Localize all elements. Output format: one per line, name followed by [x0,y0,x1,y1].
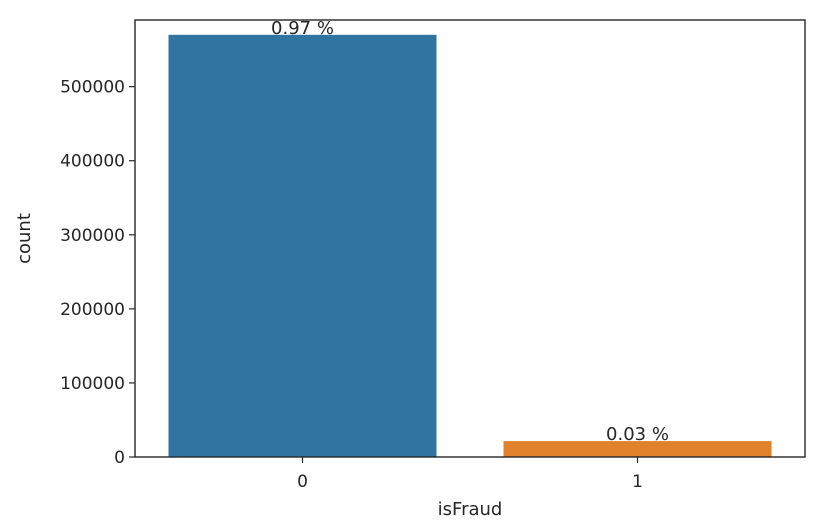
y-tick-label-5: 500000 [60,78,125,98]
bars-layer [168,34,772,457]
data-labels-layer: 0.97 % 0.03 % [271,18,669,445]
y-tick-label-4: 400000 [60,152,125,172]
y-tick-label-3: 300000 [60,226,125,246]
y-tick-label-2: 200000 [60,300,125,320]
x-tick-label-1: 1 [632,472,643,492]
y-tick-label-0: 0 [114,448,125,468]
data-label-0: 0.97 % [271,18,334,39]
x-axis-title: isFraud [438,499,503,520]
y-axis-title: count [14,213,35,264]
data-label-1: 0.03 % [606,424,669,445]
y-axis: 0 100000 200000 300000 400000 500000 [60,78,135,468]
plot-frame [134,19,806,458]
bar-1 [503,441,772,457]
y-tick-label-1: 100000 [60,374,125,394]
bar-0 [168,34,437,457]
x-tick-label-0: 0 [297,472,308,492]
